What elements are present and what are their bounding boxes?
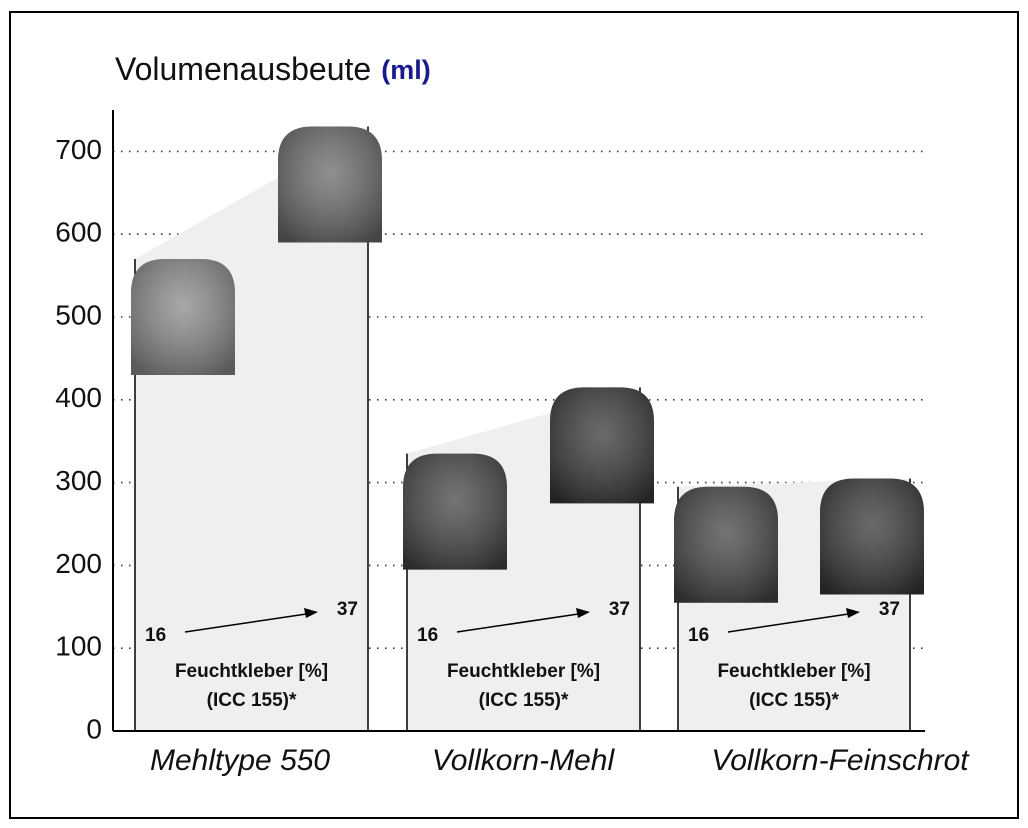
y-tick-label: 500 (55, 299, 102, 330)
annotation: Feuchtkleber [%] (447, 661, 600, 682)
annotation: Feuchtkleber [%] (175, 661, 328, 682)
loaf-shade (550, 387, 654, 504)
unit: (ml) (381, 55, 431, 85)
arrow-head (304, 608, 318, 618)
frame (9, 11, 1019, 819)
y-tick-label: 300 (55, 465, 102, 496)
arrow-head (846, 608, 860, 618)
annotation: (ICC 155)* (479, 690, 569, 711)
gluten-high: 37 (337, 599, 358, 620)
y-tick-label: 400 (55, 382, 102, 413)
y-tick-label: 600 (55, 217, 102, 248)
y-tick-label: 700 (55, 134, 102, 165)
loaf-shade (820, 478, 924, 595)
gluten-high: 37 (879, 599, 900, 620)
y-tick-label: 100 (55, 631, 102, 662)
annotation: (ICC 155)* (749, 690, 839, 711)
gluten-high: 37 (609, 599, 630, 620)
arrow-head (576, 608, 590, 618)
gluten-low: 16 (417, 625, 438, 646)
annotation: Feuchtkleber [%] (717, 661, 870, 682)
gluten-low: 16 (688, 625, 709, 646)
loaf-shade (674, 486, 778, 603)
y-tick-label: 0 (86, 713, 102, 744)
chart-title: Volumenausbeute (ml) (115, 51, 431, 87)
x-tick-label: Mehltype 550 (150, 744, 330, 777)
x-tick-label: Vollkorn-Mehl (432, 744, 616, 777)
x-tick-label: Vollkorn-Feinschrot (711, 744, 970, 777)
arrow-shaft (727, 612, 856, 633)
gluten-low: 16 (145, 625, 166, 646)
y-tick-label: 200 (55, 548, 102, 579)
loaf-shade (131, 259, 235, 376)
loaf-shade (403, 453, 507, 570)
loaf-shade (278, 126, 382, 243)
title-text: Volumenausbeute (115, 51, 371, 87)
arrow-shaft (184, 612, 314, 633)
annotation: (ICC 155)* (207, 690, 297, 711)
arrow-shaft (456, 612, 586, 633)
